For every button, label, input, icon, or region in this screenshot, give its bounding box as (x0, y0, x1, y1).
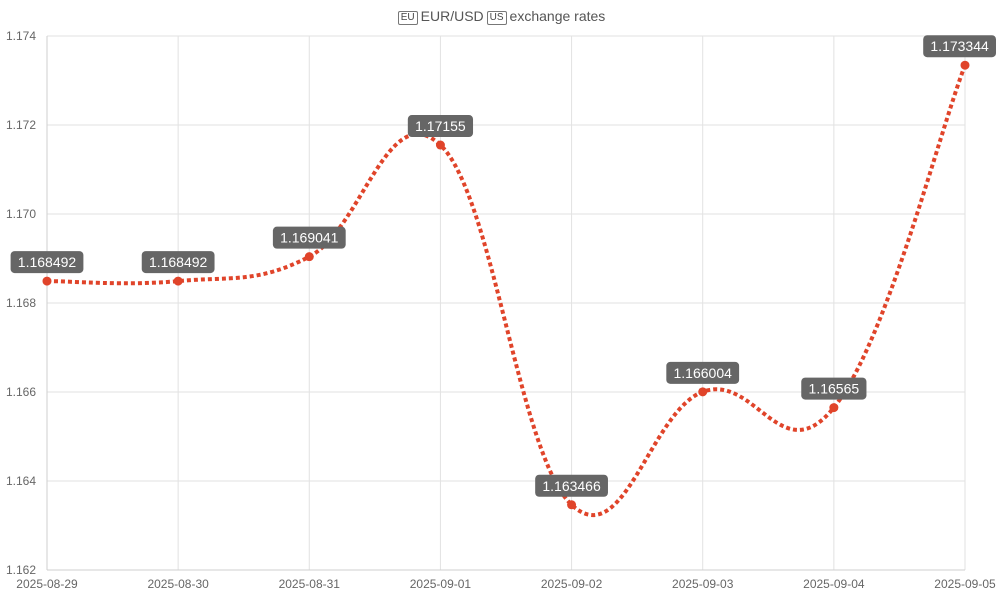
data-point (960, 60, 970, 70)
data-label: 1.16565 (801, 377, 867, 400)
data-label-box (141, 251, 215, 274)
x-tick-label: 2025-08-31 (279, 577, 341, 591)
quote-currency: USD (454, 8, 484, 24)
data-label: 1.169041 (272, 226, 346, 249)
data-label: 1.168492 (141, 251, 215, 274)
data-point (435, 140, 445, 150)
data-label-text: 1.168492 (18, 254, 77, 270)
x-tick-label: 2025-09-04 (803, 577, 865, 591)
chart-title: EU EUR/USD US exchange rates (0, 8, 1000, 25)
data-label: 1.163466 (535, 474, 608, 497)
y-tick-label: 1.162 (6, 563, 36, 577)
data-point (304, 252, 314, 262)
x-tick-label: 2025-09-03 (672, 577, 734, 591)
data-label: 1.173344 (923, 35, 996, 58)
data-label-text: 1.173344 (930, 38, 989, 54)
eu-flag-icon: EU (397, 11, 418, 25)
us-flag-icon: US (486, 11, 507, 25)
y-tick-label: 1.172 (6, 118, 36, 132)
data-point (173, 276, 183, 286)
x-tick-label: 2025-08-30 (147, 577, 209, 591)
y-tick-label: 1.166 (6, 385, 36, 399)
data-label-box (535, 474, 608, 497)
base-currency: EUR (420, 8, 451, 24)
data-label: 1.17155 (407, 115, 474, 138)
y-tick-label: 1.170 (6, 207, 36, 221)
x-tick-label: 2025-09-01 (410, 577, 472, 591)
y-tick-label: 1.174 (6, 29, 36, 43)
series-line (46, 64, 967, 517)
y-tick-label: 1.168 (6, 296, 36, 310)
x-tick-label: 2025-08-29 (16, 577, 78, 591)
currency-separator: / (450, 8, 455, 24)
grid (46, 35, 966, 571)
data-point (698, 387, 708, 397)
x-tick-label: 2025-09-02 (541, 577, 603, 591)
data-point (567, 500, 577, 510)
data-label-box (10, 251, 84, 274)
x-tick-label: 2025-09-05 (934, 577, 996, 591)
data-label-box (407, 115, 474, 138)
data-label: 1.168492 (10, 251, 84, 274)
data-label-box (272, 226, 346, 249)
data-label-box (801, 377, 867, 400)
data-label-text: 1.16565 (809, 381, 860, 397)
data-point (829, 403, 839, 413)
data-label-text: 1.169041 (280, 230, 339, 246)
title-suffix: exchange rates (509, 8, 606, 24)
data-label-text: 1.166004 (674, 365, 733, 381)
data-label-text: 1.17155 (415, 118, 466, 134)
data-point (42, 276, 52, 286)
data-label-box (923, 35, 996, 58)
y-tick-label: 1.164 (6, 474, 36, 488)
data-label-text: 1.168492 (149, 254, 208, 270)
data-label-box (666, 361, 740, 384)
data-label-text: 1.163466 (542, 478, 601, 494)
data-label: 1.166004 (666, 361, 740, 384)
